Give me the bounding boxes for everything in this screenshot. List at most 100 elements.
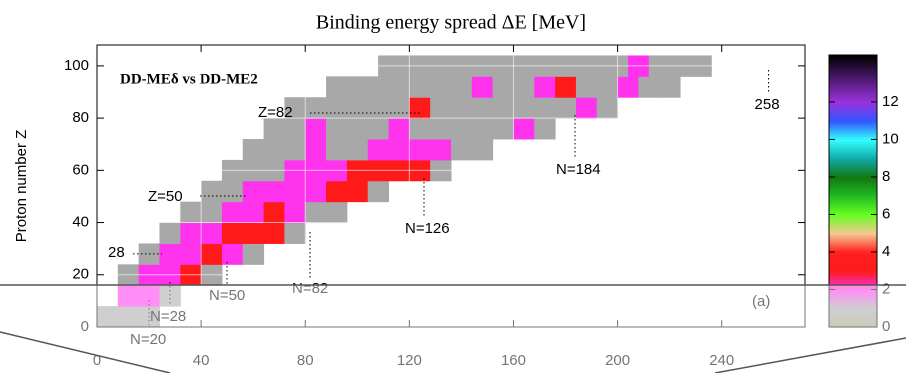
heat-cell (513, 118, 535, 140)
y-tick-label: 60 (72, 161, 89, 178)
heat-cell (430, 76, 452, 98)
colorbar-strip (829, 113, 877, 117)
colorbar-strip (829, 95, 877, 99)
heat-cell (367, 118, 390, 140)
colorbar-strip (829, 73, 877, 76)
heat-cell (596, 97, 619, 119)
colorbar-strip (829, 290, 877, 294)
colorbar-strip (829, 308, 877, 312)
x-tick-label: 200 (605, 352, 630, 369)
colorbar-strip (829, 254, 877, 258)
colorbar-strip (829, 154, 877, 158)
heat-cell (430, 97, 452, 119)
heat-cell (492, 76, 514, 98)
colorbar-strip (829, 75, 877, 79)
colorbar-strip (829, 157, 877, 160)
colorbar-strip (829, 231, 877, 235)
heat-cell (284, 180, 306, 203)
colorbar-strip (829, 272, 877, 276)
colorbar-strip (829, 145, 877, 149)
y-tick-label: 20 (72, 266, 89, 283)
colorbar-strip (829, 120, 877, 124)
colorbar-strip (829, 252, 877, 256)
colorbar-strip (829, 317, 877, 321)
colorbar-strip (829, 197, 877, 201)
heat-cell (97, 306, 119, 328)
colorbar-strip (829, 91, 877, 95)
colorbar-strip (829, 168, 877, 172)
colorbar-strip (829, 161, 877, 165)
x-tick-label: 160 (501, 352, 526, 369)
heat-cell (326, 76, 348, 98)
colorbar-strip (829, 297, 877, 301)
colorbar-strip (829, 61, 877, 65)
heat-cell (492, 97, 514, 119)
colorbar-strip (829, 313, 877, 317)
colorbar-label: 8 (882, 168, 890, 185)
heat-cell (284, 201, 306, 224)
heat-cell (263, 139, 285, 161)
heat-cell (263, 180, 285, 203)
colorbar-strip (829, 125, 877, 129)
y-tick-label: 0 (81, 318, 89, 335)
heat-cell (201, 201, 223, 224)
colorbar-strip (829, 86, 877, 90)
colorbar-label: 6 (882, 205, 890, 222)
heat-cell (638, 76, 660, 98)
colorbar-strip (829, 98, 877, 101)
colorbar-strip (829, 322, 877, 326)
colorbar-strip (829, 268, 877, 271)
heat-cell (367, 97, 390, 119)
colorbar-strip (829, 181, 877, 185)
colorbar-strip (829, 55, 877, 58)
colorbar-strip (829, 82, 877, 86)
colorbar-strip (829, 234, 877, 237)
magic-label: N=82 (292, 280, 328, 297)
heat-cell (575, 97, 598, 119)
colorbar-strip (829, 177, 877, 181)
colorbar-strip (829, 109, 877, 113)
magic-label: 28 (108, 244, 125, 261)
heat-cell (284, 97, 306, 119)
colorbar-strip (829, 200, 877, 203)
heat-cell (326, 180, 348, 203)
heat-cell (409, 76, 431, 98)
y-tick-label: 40 (72, 214, 89, 231)
colorbar-strip (829, 152, 877, 156)
heat-cell (471, 97, 494, 119)
colorbar-strip (829, 104, 877, 108)
heat-cell (367, 76, 390, 98)
heat-cell (242, 201, 265, 224)
colorbar-strip (829, 134, 877, 138)
colorbar-strip (829, 320, 877, 324)
colorbar-strip (829, 147, 877, 151)
colorbar-strip (829, 247, 877, 251)
heat-cell (471, 118, 494, 140)
colorbar-strip (829, 57, 877, 61)
colorbar-strip (829, 220, 877, 224)
heat-cell (221, 222, 244, 244)
heat-cell (159, 243, 181, 265)
colorbar-strip (829, 211, 877, 215)
colorbar-strip (829, 163, 877, 167)
x-tick-label: 120 (397, 352, 422, 369)
heat-cell (201, 222, 223, 244)
heat-cell (284, 118, 306, 140)
heat-cell (659, 76, 681, 98)
heat-cell (221, 201, 244, 224)
colorbar-strip (829, 66, 877, 70)
colorbar-strip (829, 265, 877, 269)
heat-cell (346, 180, 369, 203)
colorbar-strip (829, 172, 877, 176)
colorbar-strip (829, 240, 877, 244)
colorbar-strip (829, 259, 877, 262)
colorbar-strip (829, 118, 877, 122)
colorbar-strip (829, 315, 877, 319)
heat-cell (180, 201, 202, 224)
heat-cell (305, 201, 327, 224)
magic-label: N=50 (209, 287, 245, 304)
magic-label: Z=50 (148, 188, 183, 205)
colorbar-frame (828, 54, 878, 328)
colorbar-strip (829, 59, 877, 63)
